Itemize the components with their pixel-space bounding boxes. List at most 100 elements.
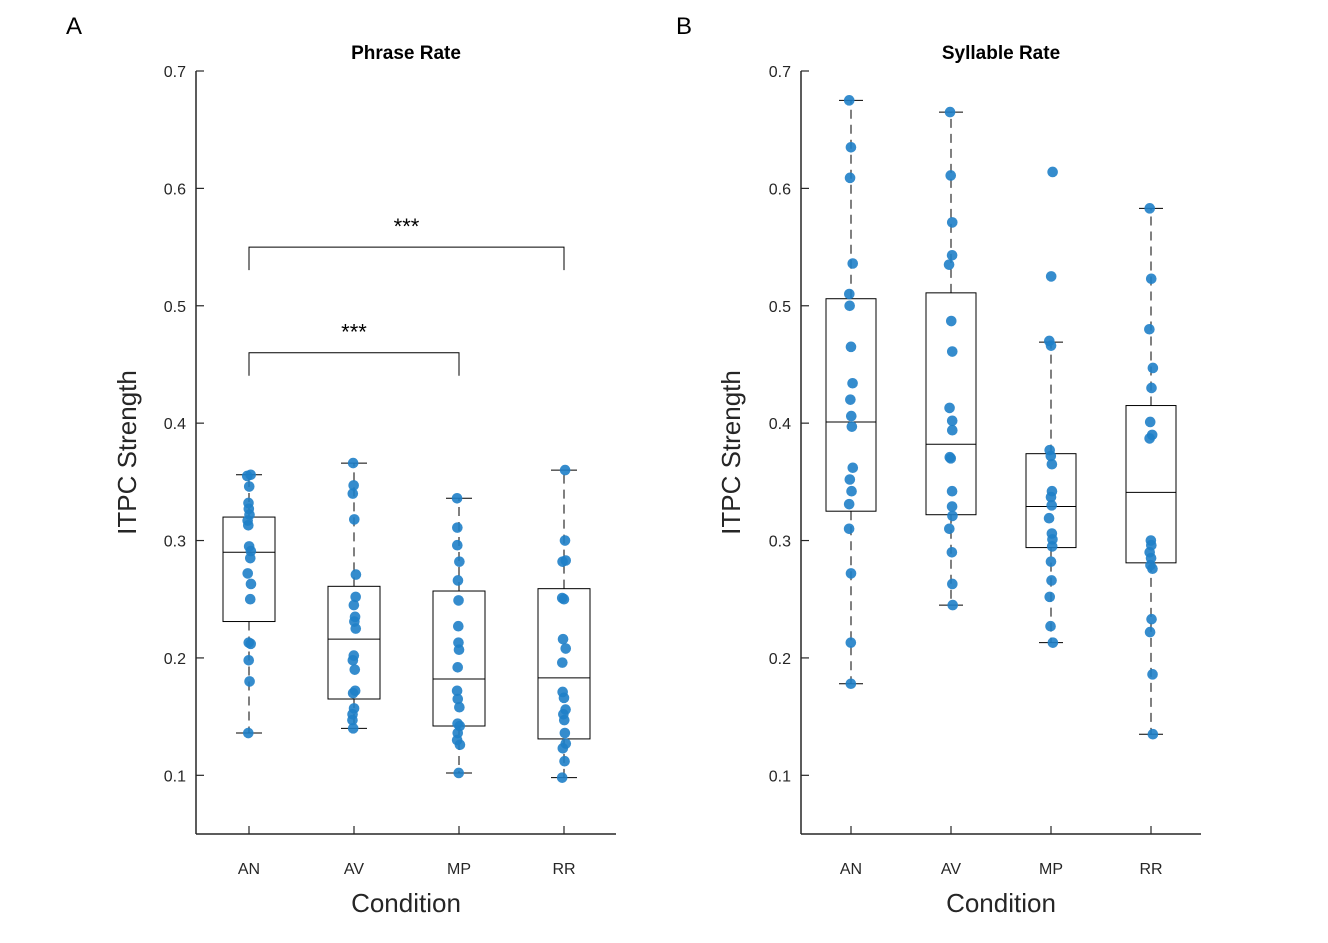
data-point bbox=[947, 578, 958, 590]
data-point bbox=[1045, 620, 1056, 632]
data-point bbox=[847, 377, 858, 389]
data-point bbox=[348, 599, 360, 611]
data-point bbox=[1147, 563, 1158, 575]
panel-b-letter: B bbox=[676, 13, 692, 40]
data-point bbox=[557, 556, 568, 567]
data-point bbox=[453, 595, 464, 606]
x-tick-label: AV bbox=[344, 861, 364, 878]
data-point bbox=[944, 523, 955, 535]
data-point bbox=[843, 95, 855, 106]
data-point bbox=[350, 591, 361, 603]
data-point bbox=[845, 341, 857, 353]
data-point bbox=[347, 723, 359, 734]
data-point bbox=[347, 714, 358, 726]
data-point bbox=[845, 410, 857, 422]
data-point bbox=[245, 638, 257, 650]
data-point bbox=[242, 727, 254, 739]
data-point bbox=[1046, 575, 1057, 586]
data-point bbox=[946, 217, 958, 228]
y-tick-label: 0.5 bbox=[769, 299, 791, 316]
y-tick-label: 0.3 bbox=[164, 534, 186, 551]
data-point bbox=[845, 678, 857, 690]
data-point bbox=[1146, 382, 1157, 394]
data-point bbox=[847, 462, 859, 474]
y-axis-label: ITPC Strength bbox=[716, 370, 746, 535]
data-point bbox=[1047, 166, 1058, 178]
data-point bbox=[243, 481, 255, 492]
significance-label: *** bbox=[394, 214, 420, 239]
data-point bbox=[947, 510, 958, 522]
data-point bbox=[845, 142, 857, 153]
data-point bbox=[844, 172, 856, 184]
data-point bbox=[946, 346, 958, 357]
data-point bbox=[349, 664, 361, 675]
data-point bbox=[347, 457, 359, 469]
data-point bbox=[242, 568, 254, 579]
data-point bbox=[1046, 500, 1057, 511]
data-point bbox=[845, 637, 857, 648]
y-tick-label: 0.4 bbox=[164, 416, 186, 433]
x-axis-label: Condition bbox=[351, 888, 461, 918]
data-point bbox=[349, 514, 360, 525]
data-point bbox=[559, 755, 570, 767]
data-point bbox=[945, 453, 957, 464]
x-axis-label: Condition bbox=[946, 888, 1056, 918]
data-point bbox=[454, 739, 466, 751]
data-point bbox=[1043, 512, 1055, 524]
data-point bbox=[452, 539, 463, 551]
data-point bbox=[1144, 416, 1156, 428]
data-point bbox=[1144, 323, 1155, 335]
x-tick-label: RR bbox=[1139, 861, 1162, 878]
data-point bbox=[844, 474, 856, 485]
data-point bbox=[451, 492, 463, 504]
data-point bbox=[244, 593, 256, 605]
data-point bbox=[244, 552, 256, 564]
y-axis-label: ITPC Strength bbox=[112, 370, 142, 535]
x-tick-label: AN bbox=[238, 861, 260, 878]
data-point bbox=[1046, 541, 1058, 552]
data-point bbox=[558, 692, 570, 704]
y-tick-label: 0.6 bbox=[164, 181, 186, 198]
data-point bbox=[1144, 433, 1155, 444]
data-point bbox=[559, 464, 571, 476]
data-point bbox=[453, 767, 465, 779]
y-tick-label: 0.4 bbox=[769, 416, 791, 433]
x-tick-label: AN bbox=[840, 861, 862, 878]
data-point bbox=[1144, 203, 1156, 214]
data-point bbox=[945, 170, 957, 181]
data-point bbox=[1045, 340, 1057, 351]
box-av bbox=[327, 585, 381, 700]
data-point bbox=[559, 535, 571, 546]
data-point bbox=[1144, 626, 1156, 638]
significance-bracket bbox=[248, 352, 460, 376]
data-point bbox=[1045, 450, 1057, 462]
data-point bbox=[1145, 273, 1157, 285]
data-point bbox=[1147, 669, 1158, 680]
x-tick-label: MP bbox=[447, 861, 471, 878]
data-point bbox=[347, 654, 359, 666]
data-point bbox=[558, 714, 570, 726]
data-point bbox=[1045, 491, 1057, 503]
data-point bbox=[451, 685, 463, 697]
data-point bbox=[946, 546, 958, 558]
data-point bbox=[454, 701, 465, 713]
y-tick-label: 0.7 bbox=[769, 64, 791, 81]
chart-title: Phrase Rate bbox=[351, 43, 461, 64]
data-point bbox=[945, 315, 957, 327]
data-point bbox=[845, 394, 856, 405]
data-point bbox=[1147, 362, 1159, 374]
data-point bbox=[560, 643, 572, 654]
data-point bbox=[452, 662, 463, 673]
data-point bbox=[1047, 637, 1059, 648]
data-point bbox=[559, 727, 571, 739]
panel-syllable-rate: Syllable Rate 0.1 0.2 0.3 0.4 0.5 0.6 0.7 AN AV MP… bbox=[716, 43, 1201, 918]
panel-phrase-rate: Phrase Rate 0.1 0.2 0.3 0.4 0.5 0.6 0.7 AN AV MP RR… bbox=[112, 43, 616, 918]
data-point bbox=[243, 519, 254, 531]
y-tick-label: 0.3 bbox=[769, 534, 791, 551]
data-point bbox=[454, 556, 465, 567]
data-point bbox=[557, 657, 568, 668]
data-point bbox=[943, 259, 955, 270]
data-point bbox=[947, 599, 959, 611]
